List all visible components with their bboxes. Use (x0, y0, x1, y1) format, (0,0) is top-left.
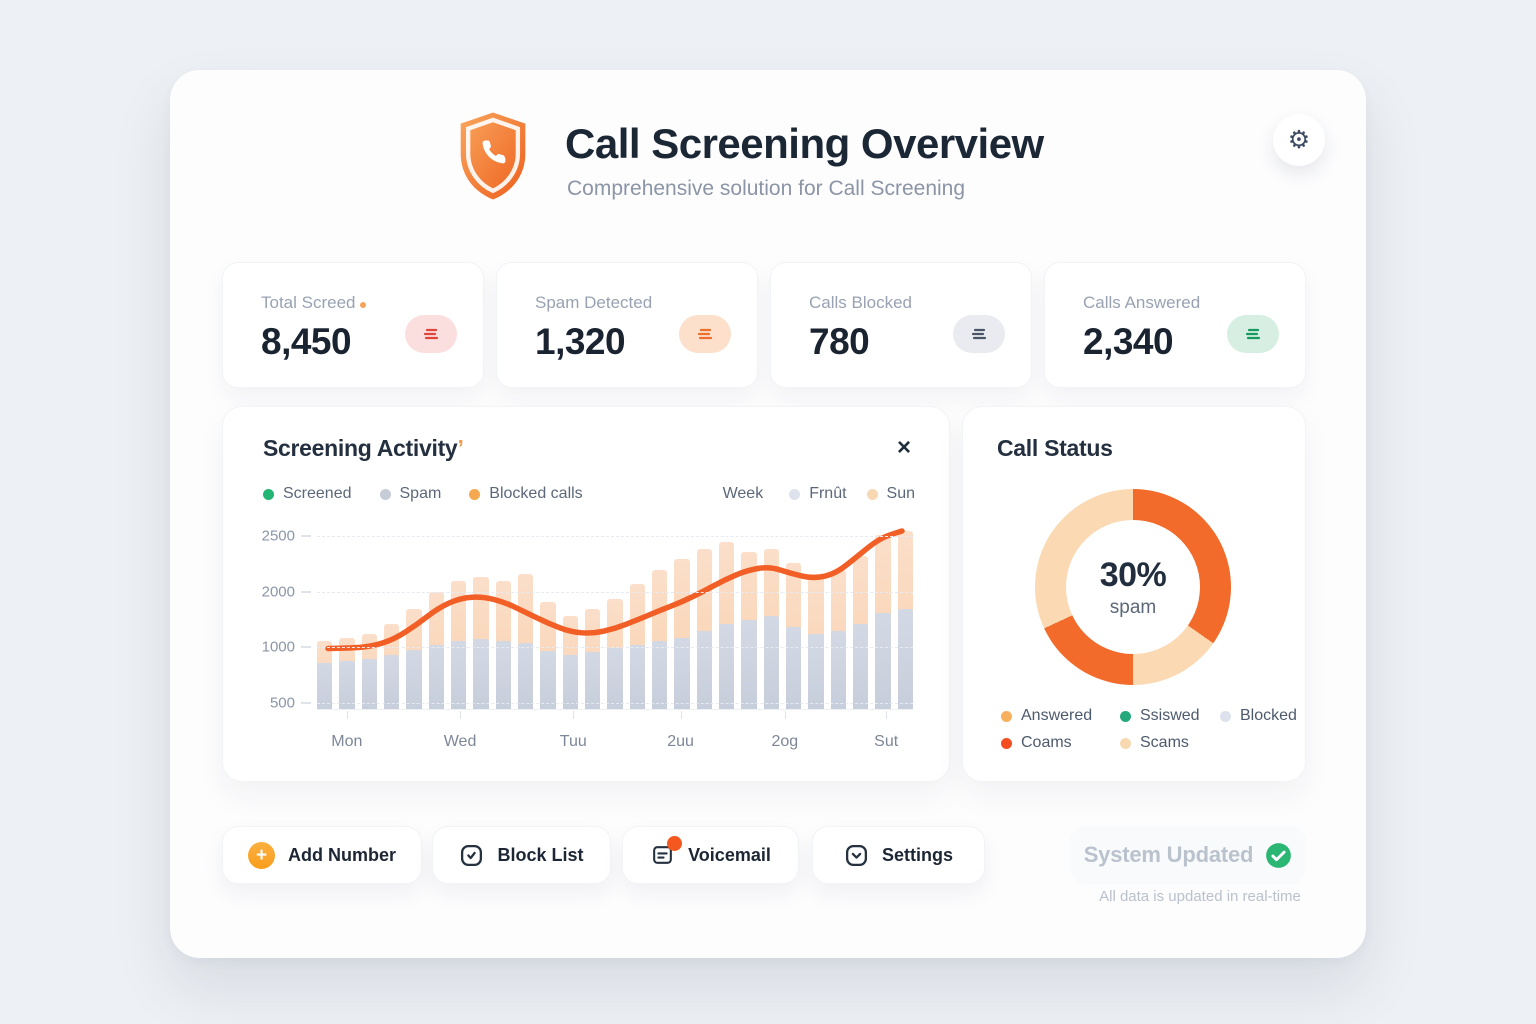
legend-dot (469, 488, 481, 500)
legend-item-answered: Answered (1001, 707, 1120, 725)
x-tick (680, 711, 682, 719)
donut-center-label: spam (1109, 596, 1157, 618)
x-tick-label: 2uu (667, 733, 694, 750)
stat-card-calls-answered: Calls Answered 2,340 (1044, 262, 1306, 388)
y-tick-label: 2500 (261, 527, 295, 545)
title-accent: ’ (457, 435, 464, 461)
stat-value: 8,450 (261, 321, 352, 362)
settings-squircle-icon (844, 843, 869, 868)
legend-item-spam: Spam (379, 485, 441, 503)
activity-chart: 2500 2000 1000 500 (262, 528, 913, 719)
range-item-1[interactable]: Frnût (789, 485, 847, 503)
activity-legend: Screened Spam Blocked calls Week Frnût S… (263, 485, 915, 503)
y-tick (301, 591, 311, 593)
call-status-donut: 30% spam (1035, 489, 1231, 685)
settings-button[interactable]: Settings (812, 826, 985, 884)
voicemail-button[interactable]: Voicemail (622, 826, 799, 884)
stat-label: Calls Blocked (809, 293, 912, 312)
status-legend: Answered Ssiswed Blocked Coams Scams (1001, 707, 1297, 752)
stat-label: Spam Detected (535, 293, 653, 312)
y-tick (301, 702, 311, 704)
panel-title: Call Status (997, 435, 1113, 461)
y-tick-label: 500 (269, 694, 295, 712)
stat-label: Calls Answered (1083, 293, 1201, 312)
realtime-note: All data is updated in real-time (1099, 888, 1301, 905)
legend-dot (1220, 710, 1231, 722)
y-tick-label: 2000 (261, 583, 295, 601)
x-axis-labels: Mon Wed Tuu 2uu 2og Sut (317, 733, 913, 753)
screening-activity-panel: Screening Activity’ × Screened Spam Bloc… (222, 406, 950, 782)
calls-stack-icon (405, 315, 457, 353)
stat-value: 2,340 (1083, 321, 1174, 362)
y-tick (301, 646, 311, 648)
stat-card-total-screened: Total Screed 8,450 (222, 262, 484, 388)
range-dot (789, 488, 801, 500)
calls-stack-icon (953, 315, 1005, 353)
plus-icon: + (248, 841, 275, 869)
stat-card-calls-blocked: Calls Blocked 780 (770, 262, 1032, 388)
donut-center-value: 30% (1099, 555, 1167, 594)
calls-stack-icon (679, 315, 731, 353)
legend-dot (379, 488, 391, 500)
stat-value: 780 (809, 321, 870, 362)
x-tick (886, 711, 888, 719)
legend-item-scams: Scams (1120, 734, 1220, 752)
check-circle-icon (1266, 842, 1292, 868)
stat-value: 1,320 (535, 321, 626, 362)
range-item-sun[interactable]: Sun (866, 485, 915, 503)
block-list-button[interactable]: Block List (432, 826, 611, 884)
stat-label: Total Screed (261, 293, 356, 312)
accent-dot (359, 301, 366, 308)
range-week-label[interactable]: Week (722, 485, 764, 502)
shield-phone-icon (453, 110, 533, 202)
gear-icon: ⚙ (1287, 126, 1311, 154)
legend-item-screened: Screened (263, 485, 352, 503)
legend-item-blocked: Blocked (1220, 707, 1297, 725)
close-icon[interactable]: × (896, 434, 911, 461)
x-tick (346, 711, 348, 719)
add-number-button[interactable]: + Add Number (222, 826, 422, 884)
app-card: Call Screening Overview Comprehensive so… (170, 70, 1366, 958)
range-dot (866, 488, 878, 500)
settings-gear-button[interactable]: ⚙ (1273, 114, 1325, 166)
y-tick-label: 1000 (261, 638, 295, 656)
bar-series (317, 531, 913, 709)
x-tick-label: Mon (331, 733, 363, 750)
legend-item-blocked-calls: Blocked calls (469, 485, 583, 503)
legend-dot (263, 488, 274, 500)
system-updated-badge: System Updated (1070, 826, 1306, 884)
y-tick (301, 535, 311, 537)
legend-item-ssiswed: Ssiswed (1120, 707, 1220, 725)
x-tick (573, 711, 575, 719)
panel-title: Screening Activity (263, 435, 458, 461)
page-subtitle: Comprehensive solution for Call Screenin… (567, 177, 966, 200)
x-tick-label: Sut (874, 733, 899, 750)
gridline (317, 703, 913, 704)
call-status-panel: Call Status 30% spam Answered Ssiswed Bl… (962, 406, 1306, 782)
gridline (317, 592, 913, 593)
x-tick (784, 711, 786, 719)
x-tick-label: 2og (771, 733, 799, 750)
legend-dot (1120, 737, 1131, 749)
system-updated-text: System Updated (1083, 842, 1254, 867)
x-axis-line (317, 709, 913, 710)
block-list-icon (459, 843, 484, 868)
stat-card-spam-detected: Spam Detected 1,320 (496, 262, 758, 388)
notification-badge (667, 835, 683, 851)
legend-dot (1001, 710, 1012, 722)
legend-dot (1120, 710, 1131, 722)
page-title: Call Screening Overview (565, 120, 1044, 167)
gridline (317, 647, 913, 648)
x-tick (460, 711, 462, 719)
voicemail-icon (650, 835, 683, 868)
legend-item-coams: Coams (1001, 734, 1120, 752)
x-tick-label: Wed (443, 733, 477, 750)
x-tick-label: Tuu (559, 733, 587, 750)
legend-dot (1001, 737, 1012, 749)
gridline (317, 536, 913, 537)
stats-row: Total Screed 8,450 Spam Detected 1,320 C… (222, 262, 1306, 388)
calls-stack-icon (1227, 315, 1279, 353)
